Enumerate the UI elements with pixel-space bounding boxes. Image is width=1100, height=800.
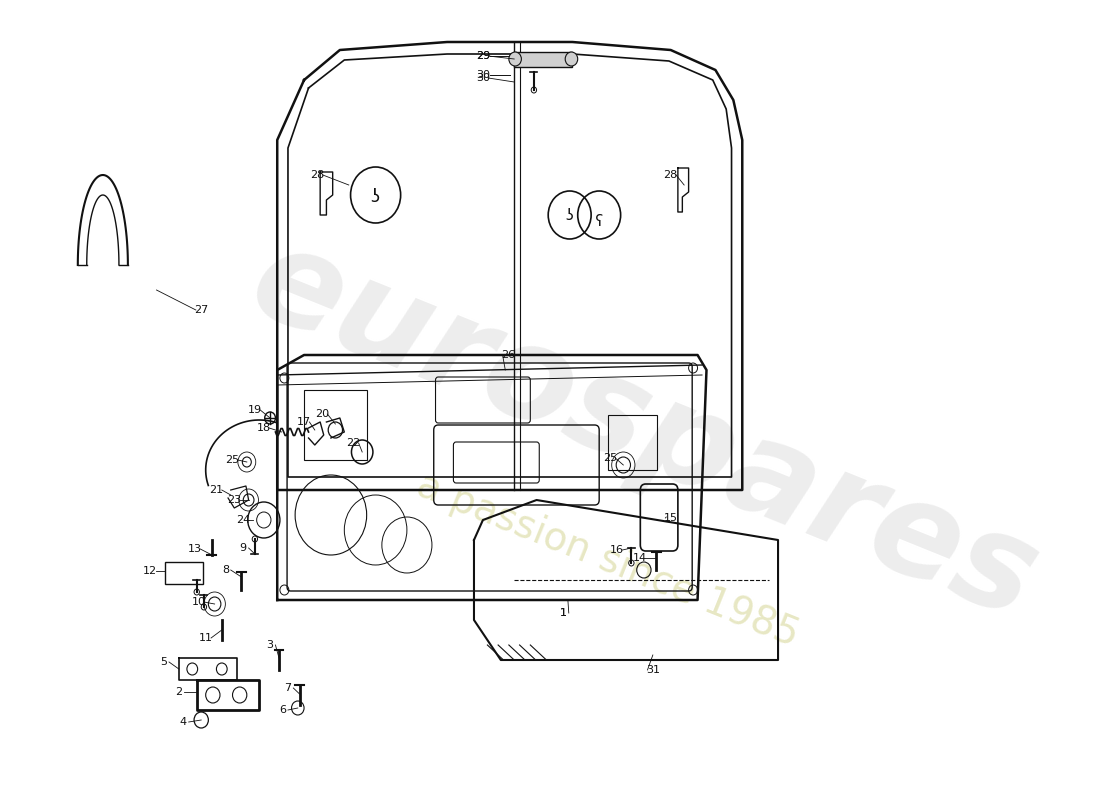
Text: 23: 23: [228, 495, 241, 505]
Text: 9: 9: [240, 543, 246, 553]
Bar: [165, 562, 204, 584]
Text: eurospares: eurospares: [233, 214, 1055, 646]
Text: 25: 25: [226, 455, 240, 465]
Text: 3: 3: [266, 640, 274, 650]
Text: 29: 29: [476, 51, 490, 61]
Text: 21: 21: [209, 485, 223, 495]
Text: 11: 11: [199, 633, 212, 643]
Text: ʖ: ʖ: [370, 188, 379, 206]
Text: 28: 28: [663, 170, 678, 180]
Bar: [304, 390, 366, 460]
Text: 15: 15: [663, 513, 678, 523]
Text: 4: 4: [179, 717, 187, 727]
Text: 30: 30: [476, 70, 490, 80]
Bar: [514, 52, 572, 67]
Text: 19: 19: [248, 405, 262, 415]
Text: 12: 12: [143, 566, 157, 576]
Text: 29: 29: [476, 51, 490, 61]
Text: 25: 25: [603, 453, 617, 463]
Text: 22: 22: [346, 438, 361, 448]
Text: 17: 17: [297, 417, 311, 427]
Bar: [608, 415, 658, 470]
Text: ʖ: ʖ: [565, 209, 573, 223]
Text: 10: 10: [191, 597, 206, 607]
Text: 5: 5: [161, 657, 167, 667]
Text: 14: 14: [632, 553, 647, 563]
Text: 24: 24: [236, 515, 251, 525]
Text: 1: 1: [560, 608, 566, 618]
Text: 13: 13: [188, 544, 202, 554]
Text: 28: 28: [310, 170, 324, 180]
Text: ʖ: ʖ: [594, 209, 602, 223]
Text: 31: 31: [646, 665, 660, 675]
Text: 2: 2: [175, 687, 183, 697]
Text: 26: 26: [500, 350, 515, 360]
Text: 18: 18: [256, 423, 271, 433]
Text: 8: 8: [222, 565, 229, 575]
Text: 7: 7: [285, 683, 292, 693]
Circle shape: [565, 52, 578, 66]
Text: 20: 20: [315, 409, 329, 419]
Circle shape: [509, 52, 521, 66]
Text: 6: 6: [279, 705, 286, 715]
Text: a passion since 1985: a passion since 1985: [411, 466, 805, 654]
Text: 27: 27: [194, 305, 208, 315]
Text: 1: 1: [560, 608, 566, 618]
Text: 30: 30: [476, 73, 490, 83]
Text: 16: 16: [610, 545, 624, 555]
